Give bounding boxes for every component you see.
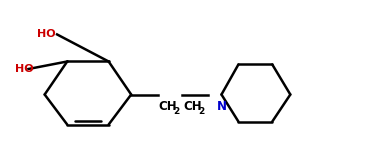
Text: CH: CH <box>184 100 202 113</box>
Text: 2: 2 <box>173 107 179 116</box>
Text: HO: HO <box>37 29 56 39</box>
Text: HO: HO <box>14 64 33 74</box>
Text: N: N <box>216 100 227 113</box>
Text: CH: CH <box>159 100 177 113</box>
Text: 2: 2 <box>198 107 204 116</box>
